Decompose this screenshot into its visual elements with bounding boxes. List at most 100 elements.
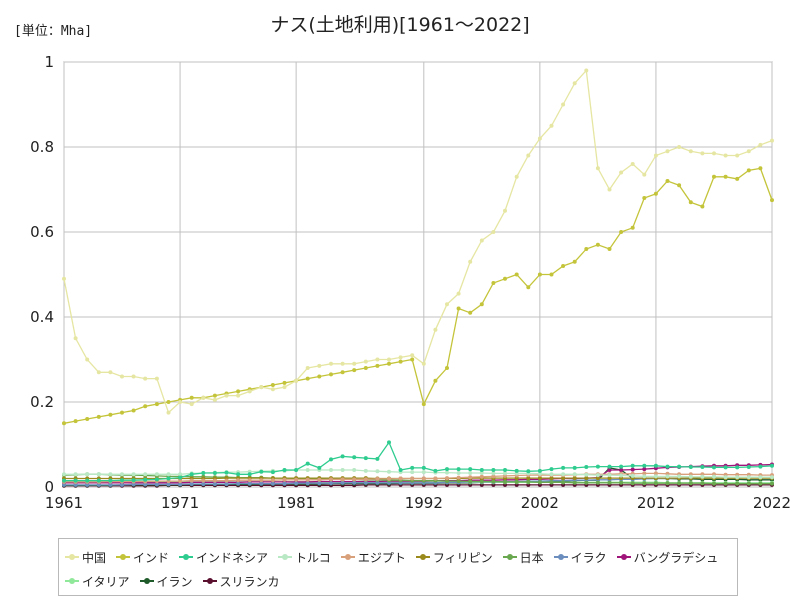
data-point: [317, 374, 322, 379]
data-point: [398, 359, 403, 364]
data-point: [537, 272, 542, 277]
data-point: [561, 476, 566, 481]
data-point: [224, 393, 229, 398]
data-point: [479, 471, 484, 475]
data-point: [712, 151, 716, 156]
data-point: [131, 478, 136, 483]
legend-swatch: [616, 554, 631, 560]
legend-item: イラク: [553, 547, 607, 567]
legend-swatch: [202, 578, 217, 584]
data-point: [746, 149, 751, 154]
y-tick-label: 0.4: [30, 308, 54, 326]
legend-marker: [419, 554, 426, 560]
plot-area: [63, 61, 773, 488]
data-point: [62, 482, 66, 487]
data-point: [758, 475, 763, 480]
legend-item: 日本: [502, 547, 544, 567]
data-point: [491, 471, 496, 476]
data-point: [677, 474, 682, 479]
data-point: [479, 479, 484, 484]
data-point: [514, 468, 519, 473]
data-point: [700, 204, 705, 209]
legend-label: イラク: [570, 550, 607, 565]
data-point: [700, 481, 705, 486]
data-point: [746, 465, 751, 469]
data-point: [595, 166, 600, 171]
data-point: [340, 468, 345, 472]
data-point: [201, 478, 206, 483]
data-point: [62, 421, 66, 426]
data-point: [317, 465, 322, 470]
data-point: [375, 357, 380, 362]
data-point: [607, 464, 612, 469]
data-point: [154, 482, 159, 487]
data-point: [619, 170, 624, 175]
data-point: [270, 387, 275, 392]
data-point: [642, 463, 647, 468]
data-point: [201, 471, 206, 475]
data-point: [770, 138, 774, 143]
data-point: [758, 481, 763, 486]
data-point: [340, 477, 345, 482]
data-point: [224, 482, 229, 486]
data-point: [746, 168, 751, 173]
data-point: [305, 468, 310, 472]
data-point: [584, 68, 589, 73]
data-point: [236, 472, 241, 477]
data-point: [154, 402, 159, 407]
legend-swatch: [116, 554, 131, 560]
data-point: [154, 472, 159, 477]
data-point: [224, 478, 229, 483]
data-point: [526, 285, 531, 290]
data-point: [561, 480, 566, 485]
legend-marker: [69, 554, 75, 560]
data-point: [677, 145, 682, 149]
data-point: [572, 81, 577, 86]
data-point: [317, 363, 322, 368]
data-point: [131, 408, 136, 413]
data-point: [189, 482, 194, 486]
data-point: [363, 366, 368, 370]
data-point: [247, 389, 252, 394]
data-point: [375, 363, 380, 368]
data-point: [433, 327, 438, 332]
data-point: [758, 166, 763, 171]
data-point: [329, 361, 333, 366]
data-point: [514, 479, 519, 484]
data-point: [329, 481, 333, 486]
x-tick-label: 2022: [753, 494, 791, 512]
legend-label: インドネシア: [196, 550, 269, 565]
data-point: [410, 357, 415, 362]
data-point: [700, 474, 705, 479]
data-point: [201, 482, 206, 486]
data-point: [607, 480, 612, 485]
data-point: [630, 463, 635, 468]
data-point: [259, 481, 264, 486]
legend-label: バングラデシュ: [633, 550, 719, 565]
data-point: [201, 395, 206, 400]
data-point: [572, 472, 577, 477]
data-point: [595, 242, 600, 247]
data-point: [433, 468, 438, 473]
data-point: [387, 476, 391, 481]
legend-marker: [143, 578, 150, 584]
data-point: [735, 176, 740, 181]
data-point: [131, 482, 136, 487]
data-point: [375, 469, 380, 474]
data-point: [723, 481, 728, 486]
unit-label: [単位：Mha]: [14, 24, 93, 39]
data-point: [387, 357, 391, 362]
data-point: [456, 475, 461, 480]
data-point: [584, 476, 589, 481]
data-point: [236, 481, 241, 486]
data-point: [410, 470, 415, 475]
data-point: [305, 481, 310, 486]
legend-label: エジプト: [357, 550, 406, 565]
data-point: [178, 400, 183, 404]
data-point: [85, 478, 90, 483]
data-point: [131, 472, 136, 477]
data-point: [735, 475, 740, 480]
data-point: [270, 481, 275, 486]
legend-item: イラン: [139, 571, 193, 591]
data-point: [398, 355, 403, 360]
